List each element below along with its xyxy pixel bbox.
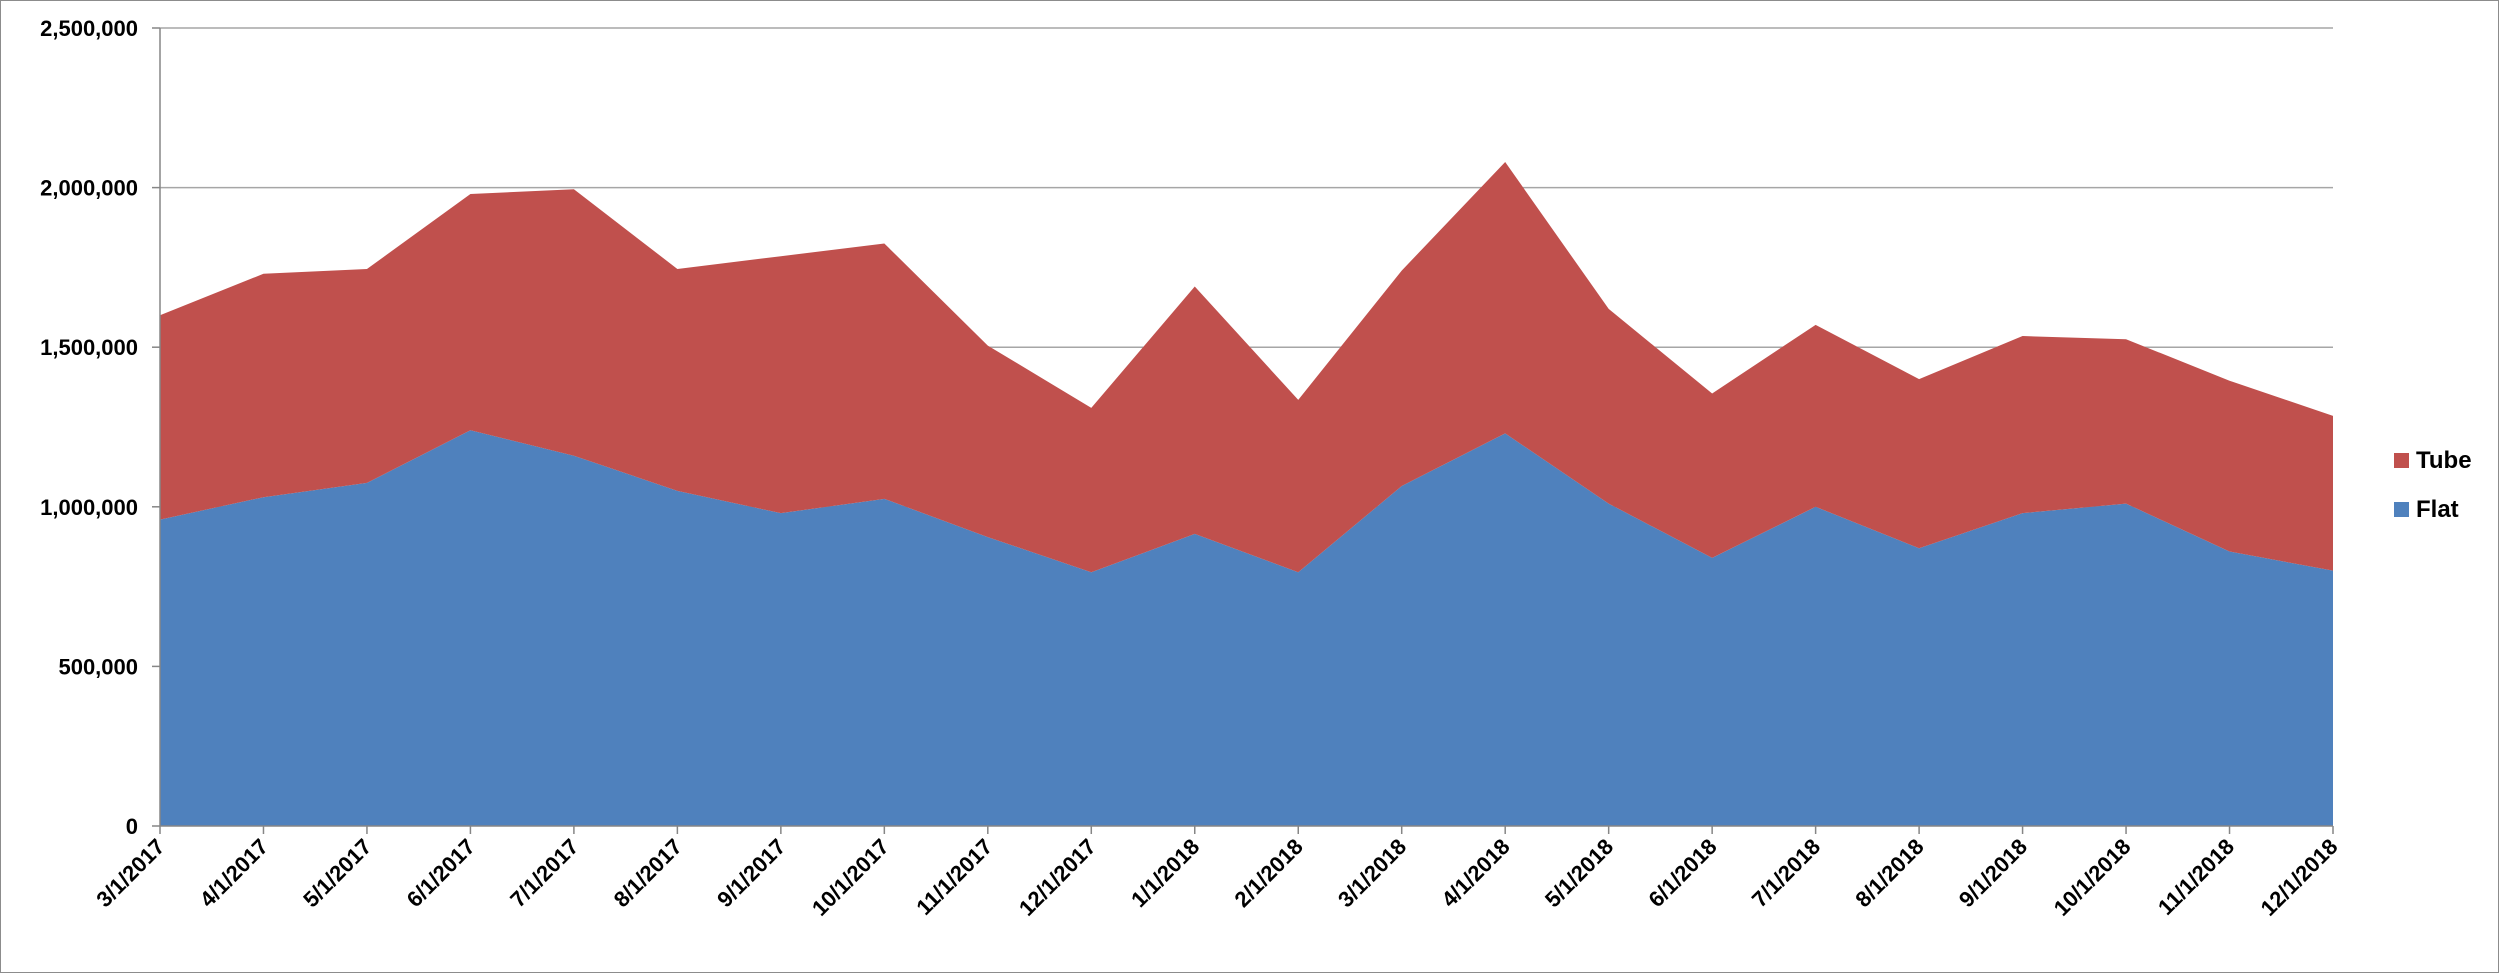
x-axis-tick-labels: 3/1/2017 4/1/2017 5/1/2017 6/1/2017 7/1/2017… — [91, 834, 2342, 921]
x-tick-label: 6/1/2018 — [1643, 834, 1721, 912]
x-tick-label: 7/1/2017 — [505, 834, 583, 912]
x-tick-label: 11/1/2018 — [2153, 834, 2239, 920]
y-tick-label: 500,000 — [58, 654, 138, 679]
x-tick-label: 9/1/2018 — [1954, 834, 2032, 912]
legend-swatch-flat — [2394, 502, 2409, 517]
legend-swatch-tube — [2394, 453, 2409, 468]
x-tick-label: 4/1/2018 — [1436, 834, 1514, 912]
x-tick-label: 2/1/2018 — [1230, 834, 1308, 912]
x-tick-label: 10/1/2018 — [2049, 834, 2136, 921]
x-tick-label: 12/1/2017 — [1014, 834, 1101, 921]
y-tick-label: 0 — [126, 814, 138, 839]
series-area-tube — [160, 162, 2333, 573]
axes — [152, 27, 2334, 834]
x-tick-label: 12/1/2018 — [2256, 834, 2343, 921]
x-tick-label: 10/1/2017 — [807, 834, 894, 921]
y-tick-label: 1,500,000 — [40, 335, 138, 360]
x-tick-label: 11/1/2017 — [911, 834, 997, 920]
x-tick-label: 5/1/2018 — [1540, 834, 1618, 912]
y-tick-label: 2,500,000 — [40, 16, 138, 41]
legend: Tube Flat — [2394, 447, 2472, 523]
y-tick-label: 2,000,000 — [40, 176, 138, 201]
x-tick-label: 6/1/2017 — [402, 834, 480, 912]
series-area-flat — [160, 430, 2333, 826]
x-tick-label: 8/1/2017 — [609, 834, 687, 912]
y-tick-label: 1,000,000 — [40, 495, 138, 520]
legend-label-flat: Flat — [2416, 496, 2459, 523]
x-tick-label: 1/1/2018 — [1126, 834, 1204, 912]
x-tick-label: 9/1/2017 — [712, 834, 790, 912]
x-tick-label: 5/1/2017 — [298, 834, 376, 912]
x-tick-label: 3/1/2017 — [91, 834, 169, 912]
legend-label-tube: Tube — [2416, 447, 2472, 474]
x-tick-label: 7/1/2018 — [1747, 834, 1825, 912]
x-tick-label: 3/1/2018 — [1333, 834, 1411, 912]
area-series — [160, 162, 2333, 826]
y-axis-tick-labels: 0 500,000 1,000,000 1,500,000 2,000,000 2,500… — [40, 16, 138, 839]
x-tick-label: 8/1/2018 — [1850, 834, 1928, 912]
x-tick-label: 4/1/2017 — [195, 834, 273, 912]
